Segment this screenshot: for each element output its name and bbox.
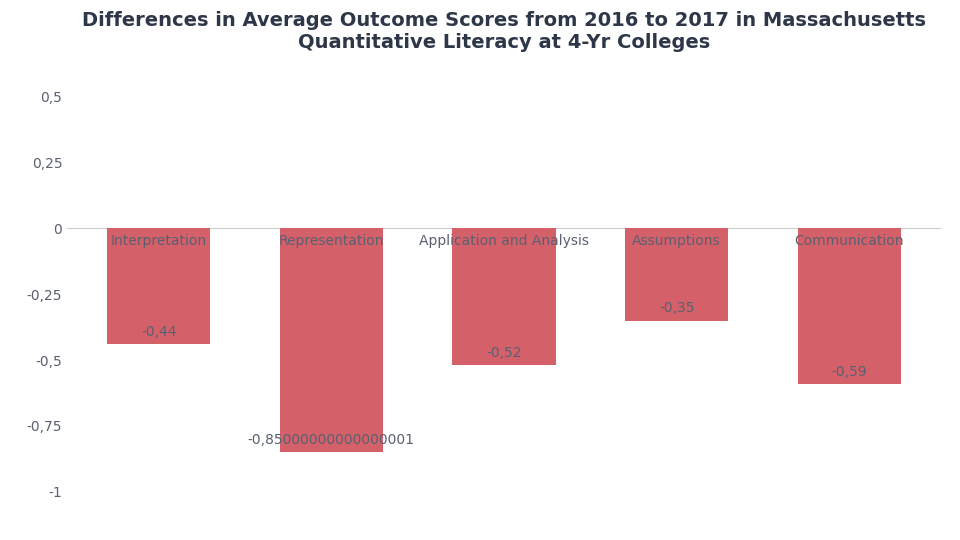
Text: -0,35: -0,35 — [659, 301, 694, 315]
Text: -0,85000000000000001: -0,85000000000000001 — [248, 433, 415, 447]
Bar — [279, 228, 383, 453]
Text: Interpretation: Interpretation — [110, 233, 206, 247]
Text: -0,44: -0,44 — [141, 325, 177, 339]
Text: Representation: Representation — [278, 233, 384, 247]
Bar — [625, 228, 729, 321]
Text: Assumptions: Assumptions — [633, 233, 721, 247]
Text: -0,59: -0,59 — [831, 364, 867, 379]
Text: Communication: Communication — [795, 233, 904, 247]
Title: Differences in Average Outcome Scores from 2016 to 2017 in Massachusetts
Quantit: Differences in Average Outcome Scores fr… — [82, 11, 926, 52]
Bar — [452, 228, 556, 366]
Bar — [107, 228, 210, 345]
Text: -0,52: -0,52 — [487, 346, 521, 360]
Text: Application and Analysis: Application and Analysis — [419, 233, 589, 247]
Bar — [798, 228, 901, 384]
